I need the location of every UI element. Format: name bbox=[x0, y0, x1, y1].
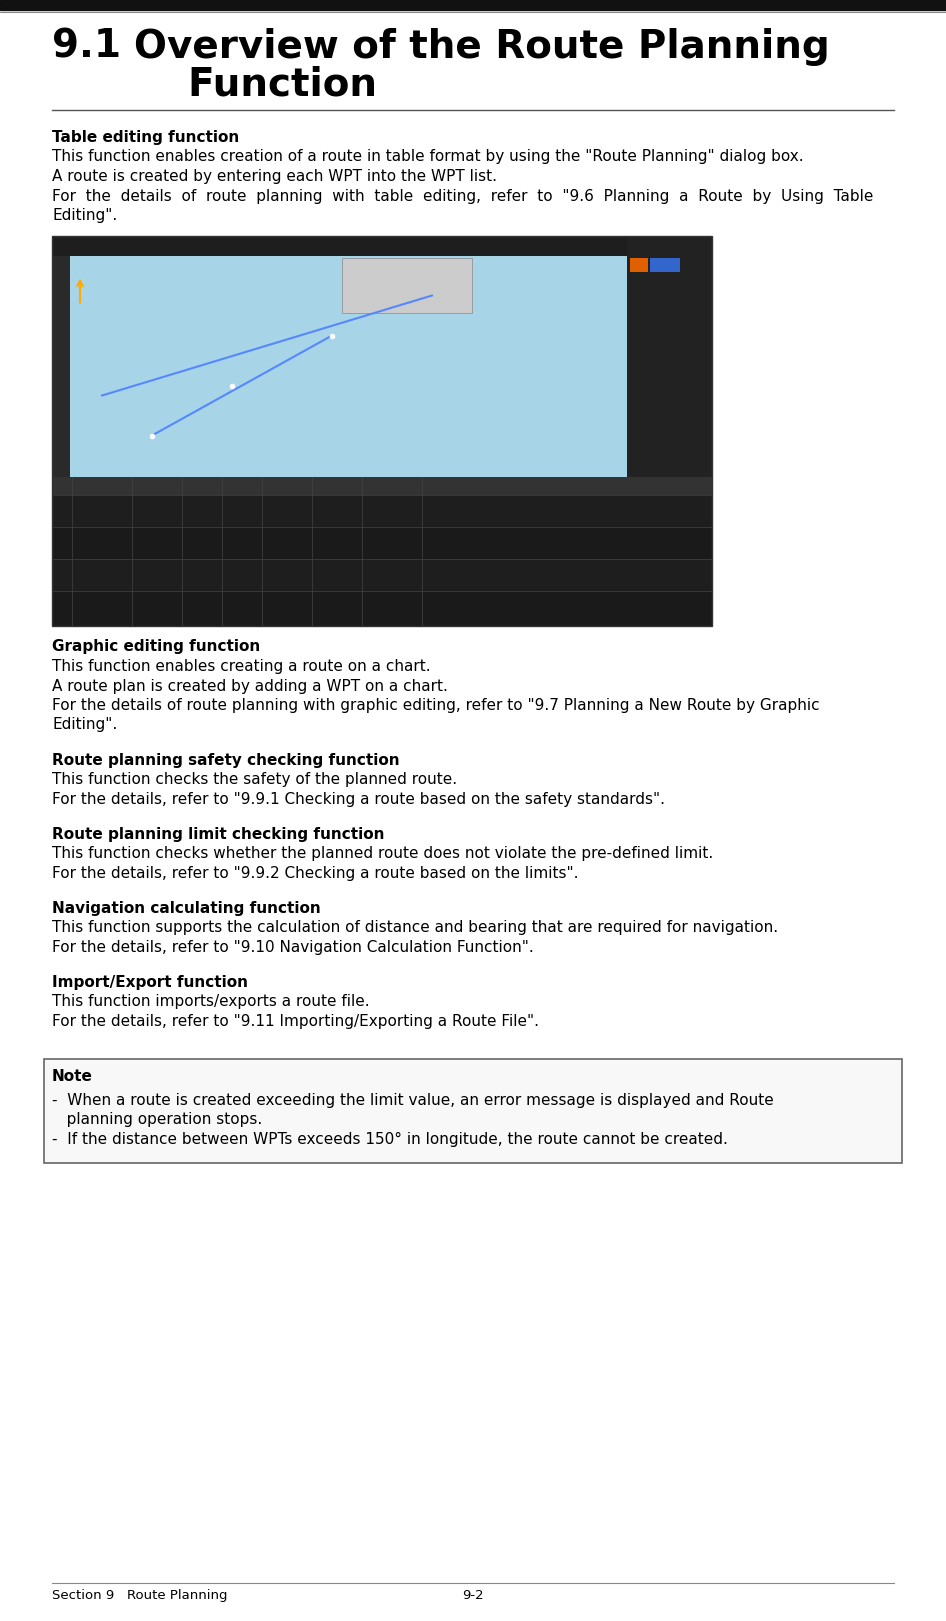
Bar bbox=[52, 235, 712, 256]
Text: This function imports/exports a route file.: This function imports/exports a route fi… bbox=[52, 994, 370, 1010]
Text: This function enables creating a route on a chart.: This function enables creating a route o… bbox=[52, 660, 430, 674]
Text: Editing".: Editing". bbox=[52, 718, 117, 733]
Text: planning operation stops.: planning operation stops. bbox=[52, 1112, 262, 1127]
Bar bbox=[52, 477, 712, 626]
Text: Editing".: Editing". bbox=[52, 207, 117, 224]
Text: 9-2: 9-2 bbox=[463, 1589, 483, 1602]
Text: -  When a route is created exceeding the limit value, an error message is displa: - When a route is created exceeding the … bbox=[52, 1093, 774, 1107]
Text: For  the  details  of  route  planning  with  table  editing,  refer  to  "9.6  : For the details of route planning with t… bbox=[52, 188, 873, 204]
Bar bbox=[52, 235, 70, 477]
Bar bbox=[630, 258, 648, 271]
Text: Overview of the Route Planning: Overview of the Route Planning bbox=[134, 28, 830, 66]
Text: Import/Export function: Import/Export function bbox=[52, 974, 248, 990]
Text: -  If the distance between WPTs exceeds 150° in longitude, the route cannot be c: - If the distance between WPTs exceeds 1… bbox=[52, 1131, 727, 1146]
Text: This function enables creation of a route in table format by using the "Route Pl: This function enables creation of a rout… bbox=[52, 149, 803, 164]
Bar bbox=[627, 235, 712, 477]
Text: A route is created by entering each WPT into the WPT list.: A route is created by entering each WPT … bbox=[52, 169, 497, 185]
Text: For the details, refer to "9.9.1 Checking a route based on the safety standards": For the details, refer to "9.9.1 Checkin… bbox=[52, 791, 665, 807]
Text: Note: Note bbox=[52, 1068, 93, 1084]
Text: This function checks the safety of the planned route.: This function checks the safety of the p… bbox=[52, 772, 457, 788]
Text: Route planning safety checking function: Route planning safety checking function bbox=[52, 752, 399, 768]
Text: Section 9   Route Planning: Section 9 Route Planning bbox=[52, 1589, 227, 1602]
Bar bbox=[52, 477, 712, 494]
Bar bbox=[342, 258, 472, 313]
Text: Route planning limit checking function: Route planning limit checking function bbox=[52, 827, 384, 841]
Text: A route plan is created by adding a WPT on a chart.: A route plan is created by adding a WPT … bbox=[52, 679, 447, 694]
Bar bbox=[44, 1059, 902, 1162]
Text: For the details of route planning with graphic editing, refer to "9.7 Planning a: For the details of route planning with g… bbox=[52, 699, 819, 713]
Bar bbox=[52, 559, 712, 590]
Text: Navigation calculating function: Navigation calculating function bbox=[52, 901, 321, 916]
Text: For the details, refer to "9.9.2 Checking a route based on the limits".: For the details, refer to "9.9.2 Checkin… bbox=[52, 866, 579, 880]
Text: This function supports the calculation of distance and bearing that are required: This function supports the calculation o… bbox=[52, 921, 779, 935]
Text: For the details, refer to "9.11 Importing/Exporting a Route File".: For the details, refer to "9.11 Importin… bbox=[52, 1013, 539, 1029]
Text: Function: Function bbox=[134, 66, 377, 104]
Text: This function checks whether the planned route does not violate the pre-defined : This function checks whether the planned… bbox=[52, 846, 713, 861]
Text: For the details, refer to "9.10 Navigation Calculation Function".: For the details, refer to "9.10 Navigati… bbox=[52, 940, 534, 955]
Bar bbox=[52, 235, 712, 626]
Text: 9.1: 9.1 bbox=[52, 28, 121, 66]
Text: Graphic editing function: Graphic editing function bbox=[52, 640, 260, 655]
Bar bbox=[52, 494, 712, 527]
Bar bbox=[52, 235, 712, 477]
Bar bbox=[650, 258, 680, 271]
Text: Table editing function: Table editing function bbox=[52, 130, 239, 144]
Bar bbox=[0, 0, 946, 10]
